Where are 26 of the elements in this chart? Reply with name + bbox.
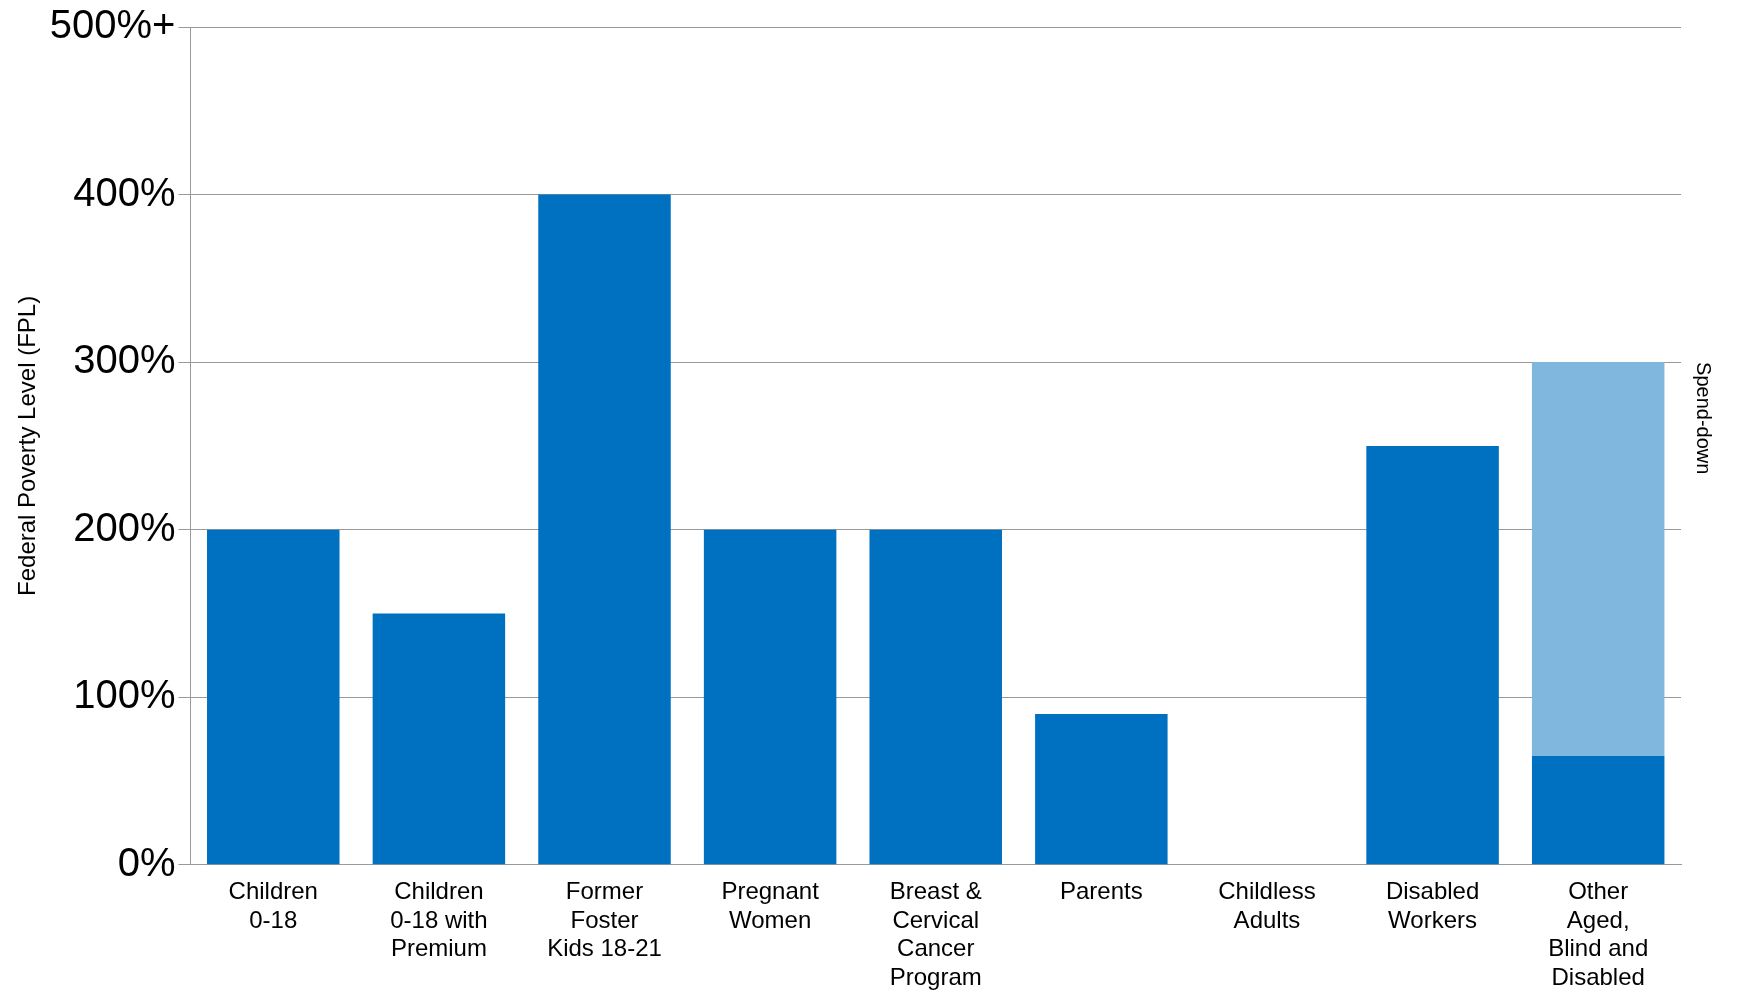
bar (538, 194, 671, 865)
x-tick-label: Former Foster Kids 18-21 (547, 876, 662, 962)
y-tick-label: 200% (73, 504, 176, 549)
x-tick-label: Childless Adults (1218, 876, 1316, 933)
x-tick-label: Disabled Workers (1385, 876, 1480, 933)
x-tick-label: Other Aged, Blind and Disabled (1548, 876, 1649, 991)
y-axis-title: Federal Poverty Level (FPL) (13, 295, 41, 596)
bar (1531, 755, 1665, 865)
y-tick-label: 100% (73, 672, 176, 717)
text: Spend-down (1693, 362, 1716, 475)
bar (703, 529, 837, 865)
x-tick-label: Pregnant Women (721, 876, 820, 933)
x-tick-label: Breast & Cervical Cancer Program (889, 876, 982, 991)
y-tick-label: 500%+ (49, 2, 176, 47)
y-tick-label: 0% (117, 839, 176, 884)
bar (372, 613, 506, 865)
bar (1035, 714, 1168, 865)
y-tick-label: 300% (73, 337, 176, 382)
x-tick-label: Children 0-18 (228, 876, 318, 933)
x-tick-label: Children 0-18 with Premium (390, 876, 488, 962)
bar (869, 529, 1002, 865)
bar (207, 529, 340, 865)
bar (1366, 445, 1499, 865)
x-tick-label: Parents (1059, 876, 1143, 904)
y-tick-label: 400% (73, 169, 176, 214)
bar (1531, 362, 1665, 756)
